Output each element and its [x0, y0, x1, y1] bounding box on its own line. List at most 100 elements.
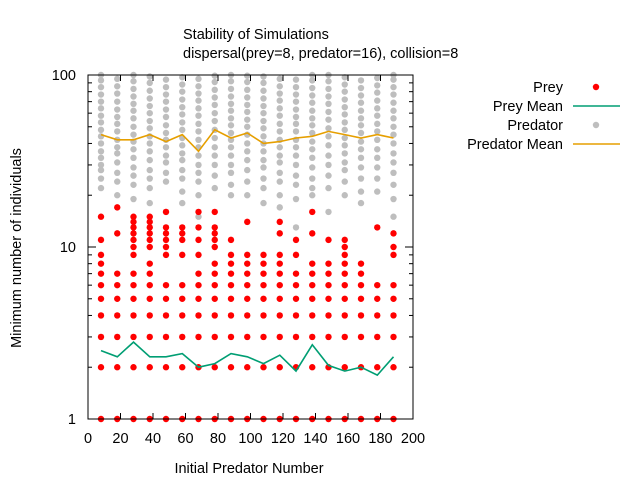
predator-point	[357, 84, 365, 92]
predator-point	[390, 159, 397, 166]
prey-point	[195, 236, 202, 244]
predator-point	[341, 96, 348, 103]
predator-point	[146, 125, 153, 132]
prey-point	[114, 270, 121, 277]
prey-point	[130, 251, 137, 259]
predator-point	[195, 97, 202, 104]
predator-point	[227, 192, 235, 199]
predator-point	[114, 144, 121, 151]
predator-point	[114, 178, 121, 185]
predator-point	[390, 91, 397, 98]
predator-point	[244, 101, 251, 109]
predator-point	[292, 120, 300, 128]
predator-point	[341, 119, 348, 126]
predator-point	[211, 117, 218, 125]
predator-point	[292, 152, 300, 159]
predator-point	[97, 126, 105, 134]
predator-point	[130, 107, 137, 114]
predator-point	[195, 178, 202, 185]
prey-point	[390, 230, 397, 237]
predator-point	[260, 175, 267, 182]
predator-point	[211, 78, 218, 86]
prey-point	[130, 213, 137, 220]
mean-lines	[100, 128, 395, 377]
predator-point	[146, 117, 153, 125]
predator-point	[211, 152, 218, 159]
predator-point	[97, 148, 105, 155]
prey-point	[390, 295, 397, 302]
predator-point	[374, 89, 381, 96]
prey-point	[146, 333, 153, 341]
predator-point	[227, 129, 235, 137]
predator-point	[130, 172, 137, 179]
predator-point	[292, 172, 300, 179]
predator-point	[162, 144, 170, 151]
prey-point	[179, 333, 186, 341]
prey-point	[260, 281, 267, 289]
prey-point	[162, 281, 170, 289]
x-tick-label: 80	[210, 431, 226, 447]
predator-point	[162, 129, 170, 137]
prey-point	[244, 312, 251, 319]
predator-point	[179, 88, 186, 95]
prey-point	[146, 243, 153, 251]
predator-point	[260, 125, 267, 132]
prey-point	[227, 312, 235, 319]
predator-point	[276, 83, 283, 90]
predator-point	[276, 120, 283, 128]
plot-frame	[87, 74, 414, 420]
prey-point	[260, 295, 267, 302]
predator-point	[211, 72, 218, 79]
predator-point	[97, 83, 105, 91]
predator-point	[325, 152, 332, 159]
prey-point	[374, 312, 381, 319]
prey-point	[146, 312, 153, 319]
prey-point	[292, 281, 300, 289]
prey-point	[341, 243, 348, 251]
prey-point	[130, 333, 137, 341]
predator-point	[276, 169, 283, 177]
predator-point	[292, 128, 300, 135]
predator-point	[195, 192, 202, 199]
predator-point	[374, 97, 381, 104]
predator-point	[179, 119, 186, 126]
prey-point	[162, 224, 170, 231]
prey-point	[162, 243, 170, 251]
predator-point	[341, 142, 348, 149]
predator-point	[341, 111, 348, 118]
prey-point	[260, 260, 267, 267]
predator-point	[292, 106, 300, 113]
predator-point	[276, 90, 283, 97]
predator-point	[374, 136, 381, 144]
chart-subtitle: dispersal(prey=8, predator=16), collisio…	[183, 46, 458, 62]
prey-point	[292, 236, 300, 244]
predator-point	[97, 119, 105, 126]
predator-point	[341, 192, 348, 199]
predator-point	[195, 105, 202, 112]
predator-point	[146, 109, 153, 117]
predator-point	[260, 87, 267, 94]
predator-point	[260, 109, 267, 117]
predator-point	[227, 107, 235, 114]
predator-point	[227, 169, 235, 177]
predator-point	[244, 72, 251, 79]
predator-point	[211, 161, 218, 169]
predator-point	[260, 102, 267, 110]
predator-point	[292, 161, 300, 169]
predator-point	[374, 146, 381, 153]
prey-point	[114, 333, 121, 341]
prey-point	[114, 204, 121, 211]
predator-point	[146, 87, 153, 94]
predator-point	[97, 105, 105, 112]
predator-point	[97, 140, 105, 147]
predator-point	[179, 96, 186, 103]
predator-point	[390, 181, 397, 188]
predator-point	[309, 99, 316, 106]
prey-point	[325, 333, 332, 341]
prey-point	[162, 230, 170, 237]
predator-point	[390, 195, 397, 203]
prey-point	[130, 312, 137, 319]
predator-point	[211, 172, 218, 179]
prey-point	[227, 260, 235, 267]
x-tick-label: 0	[84, 431, 92, 447]
